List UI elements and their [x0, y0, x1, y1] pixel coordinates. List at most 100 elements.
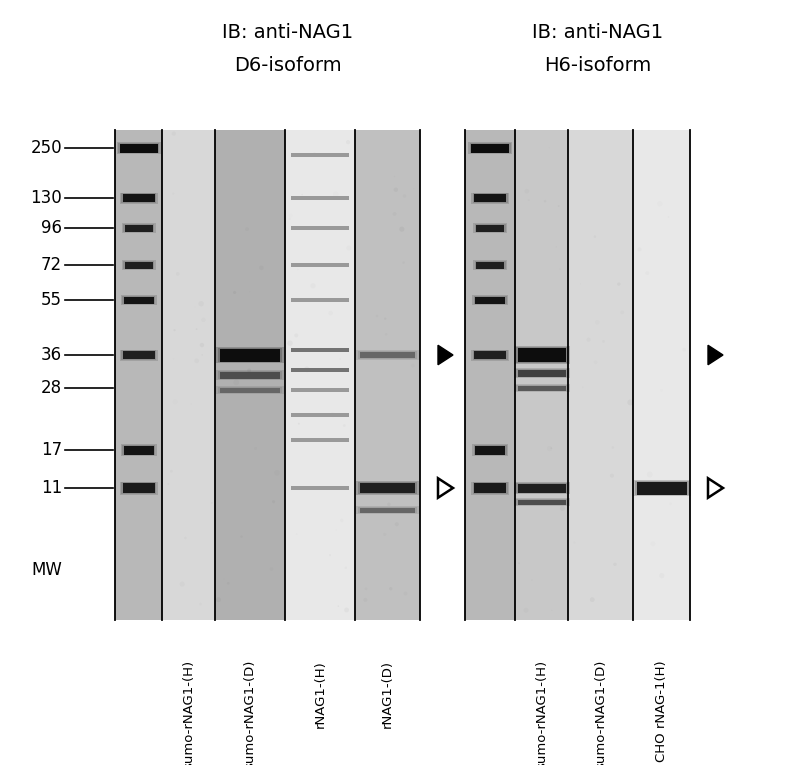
Circle shape	[247, 369, 251, 373]
Bar	[474, 296, 507, 304]
Bar	[291, 368, 349, 372]
Bar	[356, 481, 419, 495]
Text: 36: 36	[41, 346, 62, 364]
Text: H6-isoform: H6-isoform	[544, 56, 651, 74]
Bar	[513, 498, 569, 506]
Bar	[513, 368, 569, 378]
Text: sumo-rNAG1-(D): sumo-rNAG1-(D)	[243, 660, 257, 765]
Polygon shape	[708, 478, 723, 498]
Text: 11: 11	[40, 479, 62, 497]
Bar	[291, 196, 349, 200]
Bar	[215, 130, 285, 620]
Bar	[124, 297, 154, 304]
Bar	[473, 350, 508, 360]
Bar	[513, 347, 569, 363]
Text: 72: 72	[41, 256, 62, 274]
Bar	[471, 144, 509, 152]
Bar	[216, 370, 284, 380]
Circle shape	[240, 536, 243, 538]
Bar	[220, 388, 280, 392]
Bar	[517, 369, 565, 376]
Bar	[116, 142, 161, 154]
Bar	[123, 351, 154, 359]
Bar	[360, 507, 415, 513]
Polygon shape	[438, 478, 453, 498]
Text: 55: 55	[41, 291, 62, 309]
Bar	[465, 130, 515, 620]
Bar	[291, 348, 349, 352]
Bar	[475, 445, 505, 454]
Bar	[476, 224, 504, 232]
Bar	[120, 193, 158, 203]
Bar	[285, 130, 355, 620]
Bar	[356, 350, 419, 360]
Bar	[517, 483, 565, 493]
Text: IB: anti-NAG1: IB: anti-NAG1	[532, 22, 663, 41]
Bar	[358, 506, 417, 513]
Bar	[474, 483, 506, 493]
Text: 28: 28	[41, 379, 62, 397]
Bar	[513, 482, 569, 494]
Bar	[474, 351, 506, 359]
Bar	[123, 483, 154, 493]
Bar	[471, 350, 509, 360]
Bar	[356, 506, 419, 514]
Text: 17: 17	[41, 441, 62, 459]
Bar	[516, 347, 568, 363]
Bar	[358, 482, 417, 493]
Bar	[124, 445, 154, 454]
Bar	[218, 348, 282, 363]
Bar	[162, 130, 215, 620]
Bar	[123, 223, 154, 233]
Bar	[471, 481, 509, 494]
Bar	[517, 500, 565, 504]
Text: 250: 250	[30, 139, 62, 157]
Bar	[476, 262, 504, 269]
Bar	[473, 260, 507, 270]
Bar	[474, 194, 506, 202]
Bar	[568, 130, 633, 620]
Bar	[124, 224, 153, 232]
Text: 96: 96	[41, 219, 62, 237]
Text: sumo-rNAG1-(D): sumo-rNAG1-(D)	[594, 660, 607, 765]
Bar	[121, 260, 155, 270]
Bar	[473, 194, 508, 203]
Bar	[120, 444, 157, 456]
Bar	[121, 223, 155, 233]
Text: rNAG1-(H): rNAG1-(H)	[314, 660, 326, 728]
Polygon shape	[438, 345, 453, 365]
Bar	[474, 261, 505, 269]
Bar	[291, 438, 349, 442]
Bar	[291, 153, 349, 157]
Bar	[291, 298, 349, 302]
Bar	[123, 194, 154, 202]
Bar	[121, 194, 156, 203]
Bar	[120, 295, 157, 305]
Text: sumo-rNAG1-(H): sumo-rNAG1-(H)	[535, 660, 548, 765]
Bar	[291, 413, 349, 417]
Bar	[120, 350, 158, 360]
Bar	[123, 261, 154, 269]
Bar	[633, 130, 690, 620]
Bar	[120, 481, 158, 494]
Bar	[355, 130, 420, 620]
Bar	[472, 295, 508, 305]
Bar	[120, 144, 158, 152]
Text: sumo-rNAG1-(H): sumo-rNAG1-(H)	[182, 660, 195, 765]
Bar	[115, 130, 420, 620]
Text: rNAG1-(D): rNAG1-(D)	[381, 660, 394, 728]
Polygon shape	[708, 345, 723, 365]
Bar	[516, 499, 568, 506]
Bar	[634, 480, 688, 495]
Bar	[216, 347, 284, 363]
Text: CHO rNAG-1(H): CHO rNAG-1(H)	[655, 660, 668, 762]
Bar	[471, 193, 509, 203]
Text: D6-isoform: D6-isoform	[234, 56, 341, 74]
Bar	[118, 143, 159, 153]
Bar	[475, 297, 505, 304]
Bar	[516, 483, 568, 493]
Bar	[291, 388, 349, 392]
Bar	[121, 350, 156, 360]
Bar	[218, 371, 282, 379]
Bar	[470, 143, 511, 153]
